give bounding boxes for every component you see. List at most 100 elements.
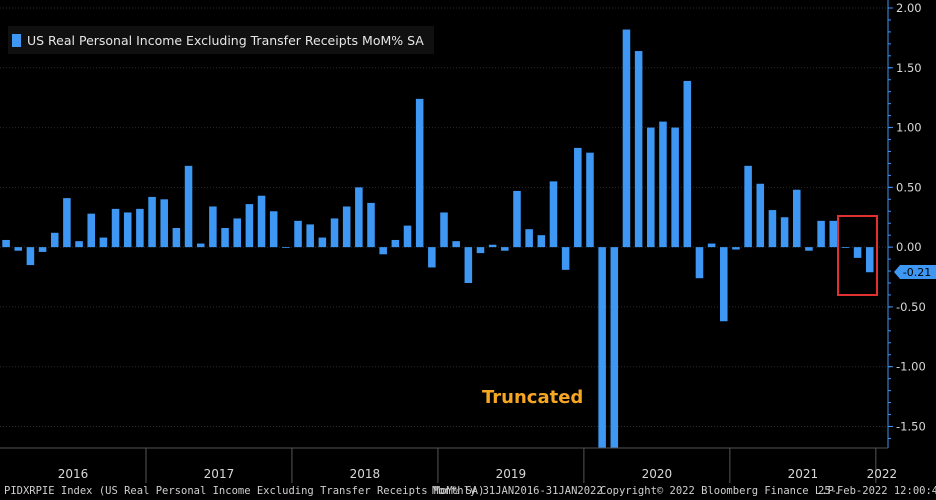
x-tick-label: 2018 xyxy=(350,467,381,481)
bar xyxy=(720,247,728,322)
last-value-tag: -0.21 xyxy=(894,265,936,279)
bar xyxy=(318,237,327,248)
y-tick-label: -0.50 xyxy=(896,300,926,314)
bar xyxy=(841,247,850,248)
bar xyxy=(853,247,862,258)
legend: US Real Personal Income Excluding Transf… xyxy=(8,26,434,54)
bar xyxy=(221,228,229,248)
y-tick-label: 0.50 xyxy=(896,180,922,194)
bar xyxy=(744,165,752,248)
footer-index: PIDXRPIE Index (US Real Personal Income … xyxy=(4,485,485,497)
bar xyxy=(476,247,485,254)
bar xyxy=(574,147,582,248)
bar xyxy=(671,127,679,248)
bar xyxy=(330,218,339,248)
bar xyxy=(111,208,120,248)
bar xyxy=(525,229,533,248)
bar xyxy=(209,206,217,248)
bar-chart: 2.00 1.50 1.00 0.50 0.00 -0.50 -1.00 -1.50 2016… xyxy=(0,0,936,483)
bar xyxy=(488,244,497,248)
bar xyxy=(634,51,643,248)
bar xyxy=(269,211,278,248)
footer-copyright: Copyright© 2022 Bloomberg Finance L.P. xyxy=(600,485,841,497)
bar xyxy=(549,181,558,248)
bar xyxy=(452,241,460,248)
legend-label: US Real Personal Income Excluding Transf… xyxy=(27,32,424,48)
bar xyxy=(245,204,254,248)
x-tick-label: 2022 xyxy=(867,467,898,481)
bar xyxy=(14,247,23,251)
y-tick-label: -1.00 xyxy=(896,360,926,374)
bar xyxy=(586,152,594,248)
x-tick-label: 2016 xyxy=(58,467,89,481)
bar xyxy=(428,247,436,268)
bar xyxy=(342,206,351,248)
truncated-annotation: Truncated xyxy=(482,387,584,408)
bar xyxy=(233,218,241,248)
highlight-box xyxy=(837,215,878,296)
bar xyxy=(780,217,789,248)
bar xyxy=(732,247,740,250)
bar xyxy=(148,196,156,248)
last-value-label: -0.21 xyxy=(903,266,931,279)
bar xyxy=(367,202,375,248)
bar xyxy=(379,247,387,255)
footer-date: 25-Feb-2022 12:00:42 xyxy=(818,485,936,497)
bar xyxy=(659,121,667,248)
bar xyxy=(257,195,266,248)
x-tick-label: 2020 xyxy=(642,467,673,481)
bar xyxy=(501,247,509,251)
bar xyxy=(598,247,606,448)
bar-series xyxy=(2,29,874,448)
x-tick-label: 2021 xyxy=(788,467,819,481)
bar xyxy=(756,183,765,248)
bar xyxy=(75,241,83,248)
x-tick-label: 2019 xyxy=(496,467,527,481)
bar xyxy=(38,247,47,252)
bar xyxy=(63,198,71,248)
bar xyxy=(87,213,96,248)
y-tick-label: 1.00 xyxy=(896,121,922,135)
bar xyxy=(306,224,314,248)
bar xyxy=(294,220,302,248)
bar xyxy=(707,243,716,248)
bar xyxy=(403,225,412,248)
bar xyxy=(123,212,132,248)
bar xyxy=(415,98,424,248)
y-axis: 2.00 1.50 1.00 0.50 0.00 -0.50 -1.00 -1.50 xyxy=(887,0,926,448)
bar xyxy=(2,239,10,248)
legend-swatch xyxy=(12,33,21,47)
bar xyxy=(196,243,205,248)
y-tick-label: 0.00 xyxy=(896,240,922,254)
footer-range: Monthly 31JAN2016-31JAN2022 xyxy=(432,485,603,497)
y-tick-label: -1.50 xyxy=(896,419,926,433)
bar xyxy=(50,232,59,248)
bar xyxy=(391,239,400,248)
bar xyxy=(792,189,801,248)
x-axis: 2016 2017 2018 2019 2020 2021 2022 xyxy=(0,447,898,483)
bar xyxy=(282,247,290,248)
bar xyxy=(26,247,35,266)
footer: PIDXRPIE Index (US Real Personal Income … xyxy=(0,483,936,500)
bar xyxy=(610,247,619,448)
bar xyxy=(537,235,546,248)
bar xyxy=(683,80,692,248)
x-tick-label: 2017 xyxy=(204,467,235,481)
bar xyxy=(184,165,193,248)
bar xyxy=(768,210,777,248)
bar xyxy=(647,127,655,248)
bar xyxy=(440,212,448,248)
bar xyxy=(865,247,874,273)
bar xyxy=(829,220,838,248)
y-tick-label: 1.50 xyxy=(896,61,922,75)
bar xyxy=(622,29,631,248)
bar xyxy=(99,237,108,248)
bar xyxy=(805,247,813,251)
y-tick-label: 2.00 xyxy=(896,1,922,15)
bar xyxy=(513,190,521,248)
bar xyxy=(817,220,825,248)
bar xyxy=(355,187,363,248)
bar xyxy=(172,228,181,248)
bar xyxy=(464,247,473,283)
bar xyxy=(695,247,704,279)
